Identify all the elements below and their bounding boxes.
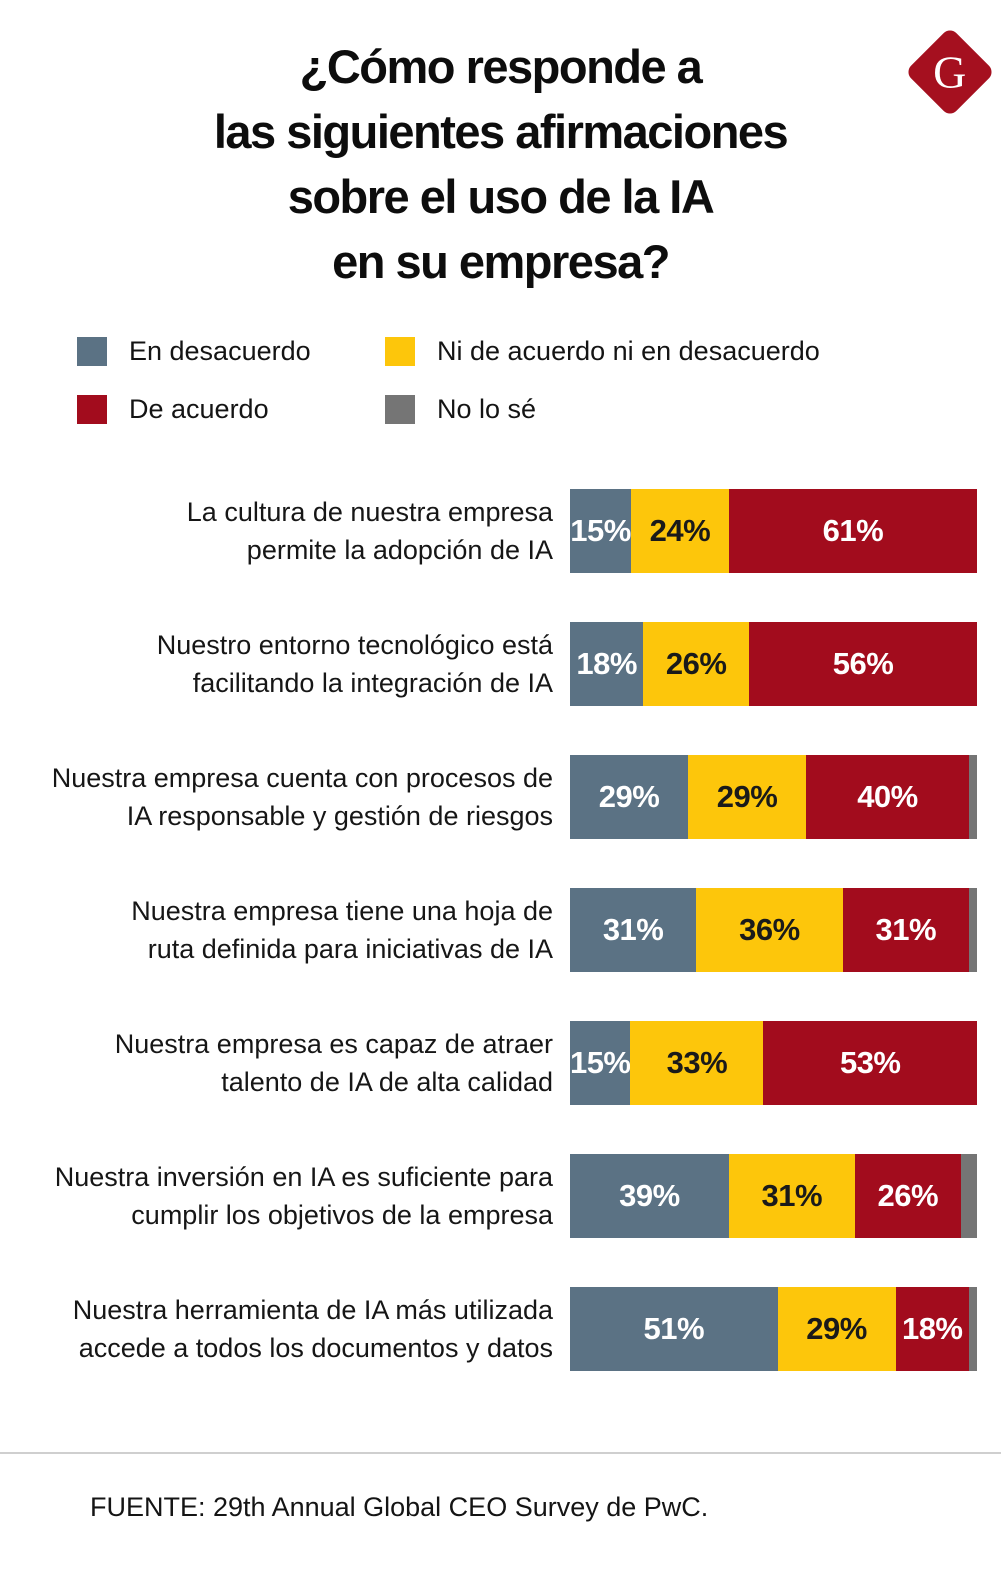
segment-value-label: 61%: [822, 513, 884, 548]
bar-row-hoja-de-ruta: Nuestra empresa tiene una hoja de ruta d…: [0, 888, 977, 972]
segment-ni-acuerdo: 29%: [688, 755, 807, 839]
segment-en-desacuerdo: 18%: [570, 622, 644, 706]
segment-en-desacuerdo: 15%: [570, 1021, 631, 1105]
segment-ni-acuerdo: 29%: [777, 1287, 896, 1371]
legend-item-ni-acuerdo-ni-desacuerdo: Ni de acuerdo ni en desacuerdo: [385, 336, 820, 367]
segment-value-label: 40%: [857, 779, 918, 814]
segment-value-label: 31%: [761, 1178, 823, 1213]
segment-de-acuerdo: 40%: [806, 755, 969, 839]
segment-value-label: 56%: [832, 646, 894, 681]
segment-de-acuerdo: 56%: [749, 622, 977, 706]
legend-label: Ni de acuerdo ni en desacuerdo: [437, 336, 820, 366]
legend-swatch-en-desacuerdo-icon: [77, 337, 107, 366]
title-line-3: sobre el uso de la IA: [287, 170, 715, 223]
stacked-bar: 15% 33% 53%: [570, 1021, 978, 1105]
legend-item-de-acuerdo: De acuerdo: [77, 394, 385, 425]
segment-value-label: 26%: [877, 1178, 939, 1213]
segment-value-label: 51%: [643, 1311, 705, 1346]
segment-en-desacuerdo: 39%: [570, 1154, 729, 1238]
segment-no-lo-se: [968, 1287, 977, 1371]
stacked-bar: 39% 31% 26%: [570, 1154, 977, 1238]
segment-de-acuerdo: 53%: [763, 1021, 978, 1105]
segment-value-label: 33%: [666, 1045, 728, 1080]
title-line-1: ¿Cómo responde a: [299, 40, 703, 93]
segment-ni-acuerdo: 31%: [728, 1154, 855, 1238]
stacked-bar: 18% 26% 56%: [570, 622, 977, 706]
bar-row-inversion-ia: Nuestra inversión en IA es suficiente pa…: [0, 1154, 977, 1238]
legend-swatch-ni-acuerdo-icon: [385, 337, 415, 366]
segment-no-lo-se: [960, 1154, 977, 1238]
segment-ni-acuerdo: 26%: [643, 622, 750, 706]
bar-row-label: La cultura de nuestra empresa permite la…: [186, 497, 553, 565]
segment-de-acuerdo: 31%: [842, 888, 969, 972]
segment-value-label: 31%: [602, 912, 664, 947]
legend-item-en-desacuerdo: En desacuerdo: [77, 336, 385, 367]
segment-ni-acuerdo: 33%: [630, 1021, 764, 1105]
segment-value-label: 15%: [570, 1045, 631, 1080]
stacked-bar: 51% 29% 18%: [570, 1287, 977, 1371]
bar-row-cultura: La cultura de nuestra empresa permite la…: [0, 489, 977, 573]
stacked-bar-chart: La cultura de nuestra empresa permite la…: [0, 489, 978, 1420]
segment-value-label: 29%: [598, 779, 660, 814]
title-line-4: en su empresa?: [332, 235, 670, 288]
legend-label: De acuerdo: [129, 394, 269, 424]
title-line-2: las siguientes afirmaciones: [213, 105, 789, 158]
stacked-bar: 15% 24% 61%: [570, 489, 977, 573]
segment-en-desacuerdo: 51%: [570, 1287, 778, 1371]
bar-row-label: Nuestro entorno tecnológico está facilit…: [156, 630, 553, 698]
page-title: ¿Cómo responde a las siguientes afirmaci…: [0, 34, 1001, 294]
stacked-bar: 29% 29% 40%: [570, 755, 977, 839]
legend-label: En desacuerdo: [129, 336, 311, 366]
segment-de-acuerdo: 61%: [728, 489, 977, 573]
legend-item-no-lo-se: No lo sé: [385, 394, 820, 425]
source-credit: FUENTE: 29th Annual Global CEO Survey de…: [90, 1492, 709, 1522]
bar-row-entorno-tecnologico: Nuestro entorno tecnológico está facilit…: [0, 622, 977, 706]
segment-no-lo-se: [968, 888, 977, 972]
segment-en-desacuerdo: 15%: [570, 489, 632, 573]
segment-en-desacuerdo: 31%: [570, 888, 697, 972]
segment-de-acuerdo: 18%: [895, 1287, 969, 1371]
segment-value-label: 24%: [649, 513, 711, 548]
segment-no-lo-se: [968, 755, 977, 839]
segment-value-label: 18%: [901, 1311, 963, 1346]
segment-value-label: 53%: [839, 1045, 901, 1080]
bar-row-atraer-talento: Nuestra empresa es capaz de atraer talen…: [0, 1021, 978, 1105]
segment-value-label: 29%: [716, 779, 778, 814]
segment-de-acuerdo: 26%: [854, 1154, 961, 1238]
bar-row-label: Nuestra empresa tiene una hoja de ruta d…: [131, 896, 553, 964]
footer-divider: [0, 1452, 1001, 1454]
segment-ni-acuerdo: 36%: [696, 888, 843, 972]
segment-en-desacuerdo: 29%: [570, 755, 689, 839]
chart-legend: En desacuerdo Ni de acuerdo ni en desacu…: [77, 336, 820, 425]
bar-row-herramienta-ia: Nuestra herramienta de IA más utilizada …: [0, 1287, 977, 1371]
bar-row-label: Nuestra herramienta de IA más utilizada …: [72, 1295, 553, 1363]
legend-swatch-de-acuerdo-icon: [77, 395, 107, 424]
segment-value-label: 31%: [875, 912, 937, 947]
legend-swatch-no-lo-se-icon: [385, 395, 415, 424]
brand-logo-letter: G: [933, 46, 967, 98]
segment-value-label: 39%: [619, 1178, 680, 1213]
bar-row-label: Nuestra empresa cuenta con procesos de I…: [51, 763, 553, 831]
segment-value-label: 15%: [570, 513, 631, 548]
segment-value-label: 36%: [739, 912, 800, 947]
legend-label: No lo sé: [437, 394, 537, 424]
segment-value-label: 18%: [576, 646, 637, 681]
segment-ni-acuerdo: 24%: [631, 489, 729, 573]
bar-row-label: Nuestra inversión en IA es suficiente pa…: [54, 1162, 553, 1230]
bar-row-procesos-ia-responsable: Nuestra empresa cuenta con procesos de I…: [0, 755, 977, 839]
stacked-bar: 31% 36% 31%: [570, 888, 977, 972]
segment-value-label: 29%: [806, 1311, 867, 1346]
segment-value-label: 26%: [665, 646, 727, 681]
bar-row-label: Nuestra empresa es capaz de atraer talen…: [114, 1029, 553, 1097]
